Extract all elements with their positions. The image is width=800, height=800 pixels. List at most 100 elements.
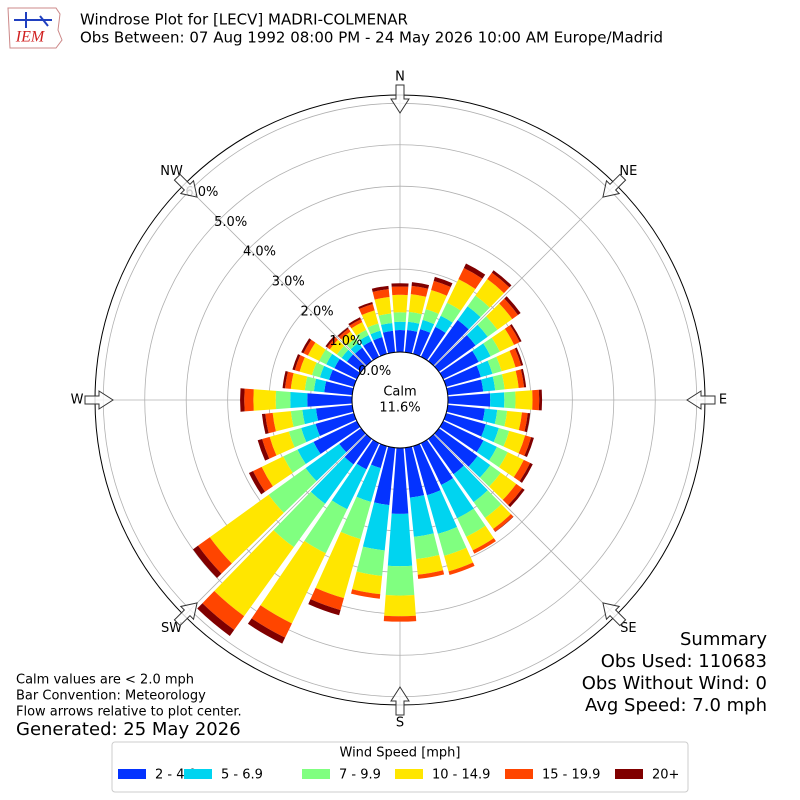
bar-segment (435, 315, 453, 333)
bar-segment (301, 338, 312, 354)
legend-swatch (118, 769, 146, 779)
bar-segment (428, 434, 464, 475)
bar-segment (463, 263, 486, 279)
bar-segment (305, 443, 347, 482)
bar-segment (285, 371, 294, 389)
bar-segment (483, 337, 500, 357)
bar-segment (336, 345, 349, 358)
bar-segment (509, 324, 522, 343)
bar-segment (504, 391, 516, 409)
bar-segment (351, 322, 367, 336)
bar-segment (198, 537, 232, 574)
bar-segment (437, 526, 467, 556)
bar-segment (261, 413, 269, 435)
logo-text: IEM (15, 29, 46, 46)
bar-segment (359, 335, 372, 346)
bar-segment (275, 390, 291, 410)
direction-label: E (719, 393, 727, 408)
bar-segment (491, 328, 515, 352)
bar-segment (393, 312, 407, 322)
direction-label: S (396, 716, 404, 731)
radial-tick-label: 4.0% (243, 245, 276, 260)
bar-segment (209, 494, 284, 564)
bar-segment (524, 412, 531, 433)
bar-segment (374, 446, 396, 506)
bar-segment (495, 516, 514, 533)
radial-tick-label: 5.0% (214, 215, 247, 230)
bar-segment (475, 279, 504, 308)
calm-name: Calm (383, 385, 416, 400)
bar-segment (499, 452, 524, 478)
bar-segment (371, 285, 389, 292)
bar-segment (433, 276, 453, 288)
bar-segment (422, 309, 439, 325)
bar-segment (346, 354, 366, 372)
bar-segment (481, 424, 499, 443)
bar-segment (487, 356, 502, 374)
legend: Wind Speed [mph] 2 - 4.9 5 - 6.9 7 - 9.9 10… (111, 741, 689, 793)
note: Flow arrows relative to plot center. (16, 705, 242, 720)
bar-segment (508, 488, 525, 508)
bar-segment (446, 379, 484, 396)
calm-value: 11.6% (379, 401, 420, 416)
bar-segment (374, 296, 392, 316)
bar-segment (346, 338, 359, 350)
bar-segment (268, 468, 317, 513)
bar-segment (253, 389, 277, 411)
bar-segment (381, 322, 393, 333)
bar-segment (248, 471, 265, 495)
bar-segment (443, 365, 481, 387)
bar-segment (351, 589, 381, 599)
grid-spoke (184, 433, 367, 616)
bar-segment (341, 349, 354, 362)
bar-segment (446, 404, 485, 421)
bar-segment (372, 289, 390, 300)
bar-segment (308, 599, 341, 616)
bar-segment (272, 411, 294, 432)
bar-segment (514, 347, 524, 366)
bar-segment (370, 330, 383, 341)
bar-segment (192, 545, 222, 578)
bar-segment (481, 376, 496, 392)
legend-label: 7 - 9.9 (339, 768, 381, 783)
bar-segment (310, 456, 354, 504)
bar-segment (515, 390, 533, 410)
bar-segment (326, 353, 340, 369)
bar-segment (491, 270, 512, 288)
bar-segment (315, 404, 354, 421)
bar-segment (439, 350, 479, 380)
bar-segment (304, 500, 348, 554)
bar-segment (319, 349, 333, 365)
bar-segment (384, 595, 416, 617)
summary-line: Obs Used: 110683 (601, 651, 767, 672)
bar-segment (394, 321, 406, 331)
bar-segment (214, 530, 294, 617)
bar-segment (356, 546, 385, 577)
bar-segment (519, 462, 533, 483)
bar-segment (515, 369, 525, 388)
bar-segment (458, 267, 483, 289)
summary-line: Summary (680, 629, 767, 650)
bar-segment (493, 514, 514, 532)
bar-segment (350, 342, 363, 354)
direction-arrow (602, 602, 627, 627)
bar-segment (416, 555, 444, 575)
legend-label: 5 - 6.9 (221, 768, 263, 783)
bar-segment (513, 459, 531, 482)
bar-segment (383, 615, 417, 622)
bar-segment (391, 286, 409, 296)
bar-segment (518, 435, 532, 456)
generated: Generated: 25 May 2026 (16, 719, 241, 740)
direction-arrow (602, 173, 627, 198)
bar-segment (413, 443, 441, 496)
bar-segment (265, 412, 276, 434)
bar-segment (426, 490, 458, 534)
bar-segment (311, 362, 325, 378)
bar-segment (262, 436, 277, 459)
bar-segment (477, 316, 498, 337)
direction-label: SE (620, 621, 636, 636)
bar-segment (387, 513, 413, 567)
bar-segment (338, 328, 351, 340)
logo: IEM (7, 7, 63, 49)
bar-segment (413, 533, 440, 560)
